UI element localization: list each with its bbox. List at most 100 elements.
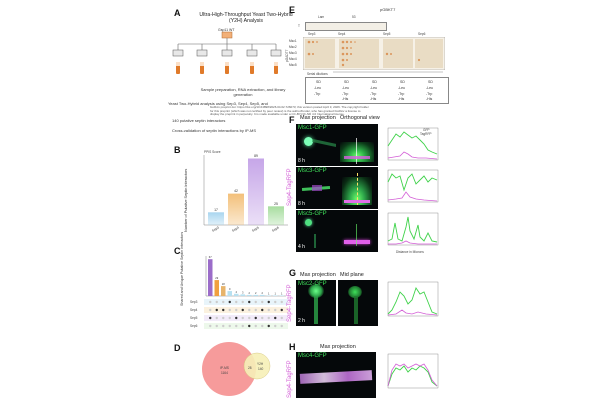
media-1-c: -Trp [342, 92, 349, 96]
panel-e-vector: pGBKT7 [380, 7, 396, 12]
panel-f-row1-ortho-image [336, 124, 378, 166]
panel-f-header-ortho: Orthogonal view [340, 115, 380, 121]
panel-b-bar-sep3 [208, 212, 224, 225]
panel-c-bar [234, 293, 239, 296]
panel-c-matrix-dot [215, 300, 218, 304]
panel-b-value-label: 42 [234, 189, 238, 193]
panel-a-workflow-diagram [172, 31, 282, 74]
panel-c-set-band [204, 299, 288, 305]
preprint-notice: bioRxiv preprint doi: https://doi.org/10… [210, 105, 369, 117]
panel-e-dilution-arrow [333, 71, 443, 73]
panel-c-bar [247, 294, 252, 296]
panel-a-footer-2: 140 putative septin interactors [172, 118, 226, 123]
venn-b-count: 140 [258, 367, 264, 371]
panel-c-matrix-dot [215, 308, 218, 312]
panel-e-row-msc2: Msc2 [289, 45, 297, 49]
panel-c-matrix-dot [267, 300, 270, 304]
panel-b-value-label: 25 [274, 202, 278, 206]
panel-g-time: 2 h [298, 318, 305, 324]
panel-letter-b: B [174, 145, 181, 155]
panel-a-footer-1: Yeast Two-Hybrid analysis using Sep3, Se… [168, 101, 268, 106]
panel-c-matrix-dot [261, 308, 264, 312]
panel-f-row3-profile-plot [387, 212, 439, 246]
panel-f-row2-profile-plot [387, 169, 439, 203]
panel-c-matrix-dot [280, 300, 283, 304]
panel-f-row2-max-image [296, 167, 336, 209]
panel-letter-f: F [289, 115, 295, 125]
panel-f-row1-time: 8 h [298, 158, 305, 164]
panel-c-matrix-dot [280, 308, 283, 312]
panel-g-side-label: Sep4-TagRFP [287, 284, 293, 322]
panel-c-matrix-dot [267, 324, 270, 328]
panel-c-matrix-dot [235, 308, 238, 312]
panel-c-matrix-dot [241, 300, 244, 304]
panel-c-set-band [204, 315, 288, 321]
panel-c-matrix-dot [222, 324, 225, 328]
panel-c-matrix-dot [241, 316, 244, 320]
panel-c-value-label: 2 [249, 291, 251, 295]
panel-c-matrix-dot [235, 324, 238, 328]
panel-c-ylabel: Shared and Unique Putative Septin Intera… [180, 231, 184, 306]
panel-e-row-msc1: Msc1 [289, 39, 297, 43]
panel-c-matrix-dot [254, 308, 257, 312]
panel-letter-c: C [174, 246, 181, 256]
panel-c-matrix-dot [228, 308, 231, 312]
panel-h-header-max: Max projection [320, 344, 356, 350]
panel-c-matrix-dot [228, 316, 231, 320]
media-4-c: -Trp [426, 92, 433, 96]
media-1-d: -His [342, 97, 349, 101]
panel-c-matrix-dot [248, 316, 251, 320]
panel-f-row2-time: 8 h [298, 201, 305, 207]
panel-c-matrix-dot [254, 324, 257, 328]
panel-c-bar [253, 294, 258, 296]
panel-f-row1-protein: Msc1-GFP [298, 125, 327, 131]
panel-letter-h: H [289, 342, 296, 352]
panel-c-matrix-dot [261, 300, 264, 304]
panel-e-col-sep5: Sep5 [383, 32, 391, 36]
panel-c-matrix-dot [215, 316, 218, 320]
panel-c-matrix-dot [209, 324, 212, 328]
media-3-d: -His [398, 97, 405, 101]
panel-h-profile-plot [387, 353, 439, 389]
media-0-c: -Trp [314, 92, 321, 96]
media-4-b: -Leu [426, 86, 434, 90]
panel-f-legend-gfp: GFP [423, 128, 430, 132]
media-2-d: -His [370, 97, 377, 101]
panel-c-bar [214, 280, 219, 296]
panel-c-set-band [204, 323, 288, 329]
panel-b-category-label: Sep6 [271, 225, 280, 232]
panel-c-matrix-dot [274, 308, 277, 312]
panel-c-matrix-dot [274, 324, 277, 328]
venn-b-label: Y2H [257, 362, 264, 366]
panel-letter-g: G [289, 268, 297, 278]
panel-h-protein: Msc4-GFP [298, 353, 327, 359]
panel-c-bar [221, 286, 226, 296]
panel-c-matrix-dot [241, 324, 244, 328]
panel-e-row-msc3: Msc3 [289, 51, 297, 55]
media-1-a: SD [344, 80, 349, 84]
panel-e-row-t: T [298, 24, 300, 28]
panel-c-bar [273, 295, 278, 296]
panel-a-title: Ultra-High-Throughput Yeast Two-Hybrid (… [199, 12, 293, 25]
panel-c-value-label: 4 [236, 290, 238, 294]
panel-c-matrix-dot [254, 300, 257, 304]
panel-e-col-sep3: Sep3 [308, 32, 316, 36]
panel-c-matrix-dot [254, 316, 257, 320]
panel-f-row3-time: 4 h [298, 244, 305, 250]
panel-e-row-msc4: Msc4 [289, 57, 297, 61]
panel-c-value-label: 3 [242, 290, 244, 294]
panel-c-value-label: 9 [229, 287, 231, 291]
panel-g-protein: Msc2-GFP [298, 281, 327, 287]
panel-g-profile-plot [387, 281, 439, 317]
panel-e-col-sep6: Sep6 [418, 32, 426, 36]
media-4-a: SD [428, 80, 433, 84]
panel-letter-a: A [174, 8, 181, 18]
panel-c-matrix-dot [209, 316, 212, 320]
panel-c-bar [240, 294, 245, 296]
panel-e-col-sep4: Sep4 [338, 32, 346, 36]
panel-f-row1-max-image [296, 124, 336, 166]
panel-e-53: 53 [352, 15, 356, 19]
panel-b-legend-title: PPIS Score [204, 150, 221, 154]
panel-c-matrix-dot [248, 300, 251, 304]
